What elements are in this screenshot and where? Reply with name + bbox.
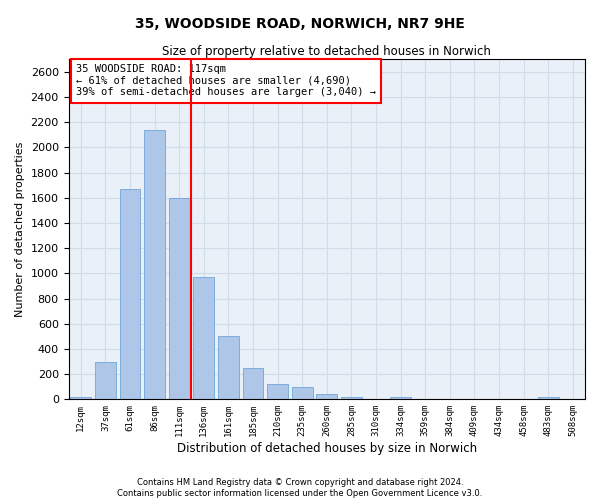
Bar [415,398,436,400]
Bar [119,189,140,400]
Bar [464,398,485,400]
Title: Size of property relative to detached houses in Norwich: Size of property relative to detached ho… [163,45,491,58]
Bar [70,397,91,400]
Y-axis label: Number of detached properties: Number of detached properties [15,142,25,317]
Bar [242,368,263,400]
Bar [95,362,116,400]
Bar [218,336,239,400]
Bar [488,398,509,400]
Text: Contains HM Land Registry data © Crown copyright and database right 2024.
Contai: Contains HM Land Registry data © Crown c… [118,478,482,498]
Text: 35 WOODSIDE ROAD: 117sqm
← 61% of detached houses are smaller (4,690)
39% of sem: 35 WOODSIDE ROAD: 117sqm ← 61% of detach… [76,64,376,98]
Bar [538,397,559,400]
Bar [169,198,190,400]
Bar [193,277,214,400]
Bar [144,130,165,400]
Bar [267,384,288,400]
Text: 35, WOODSIDE ROAD, NORWICH, NR7 9HE: 35, WOODSIDE ROAD, NORWICH, NR7 9HE [135,18,465,32]
X-axis label: Distribution of detached houses by size in Norwich: Distribution of detached houses by size … [177,442,477,455]
Bar [365,398,386,400]
Bar [439,398,460,400]
Bar [292,386,313,400]
Bar [316,394,337,400]
Bar [341,397,362,400]
Bar [390,397,411,400]
